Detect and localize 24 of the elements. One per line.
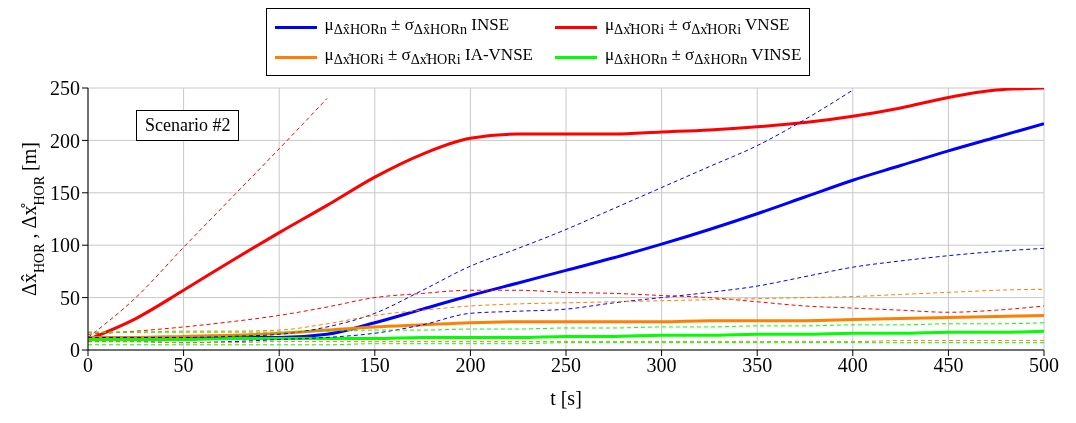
x-tick-label: 300 bbox=[646, 354, 677, 377]
line-series bbox=[88, 329, 1044, 342]
x-tick-label: 400 bbox=[837, 354, 868, 377]
x-tick-label: 450 bbox=[933, 354, 964, 377]
legend-label: μ$_{Δx̂HORn}$ ± σ$_{Δx̂HORn}$ INSE bbox=[324, 15, 510, 39]
x-axis-title: t [s] bbox=[550, 387, 582, 409]
y-tick-label: 250 bbox=[50, 77, 80, 100]
x-tick-label: 500 bbox=[1029, 354, 1059, 377]
annotation: Scenario #2 bbox=[136, 110, 240, 141]
line-series bbox=[88, 322, 1044, 333]
x-tick-label: 250 bbox=[551, 354, 581, 377]
y-tick-label: 50 bbox=[60, 286, 80, 309]
legend-label: μ$_{Δx̊HORi}$ ± σ$_{Δx̊HORi}$ VNSE bbox=[604, 15, 790, 39]
x-tick-label: 100 bbox=[264, 354, 295, 377]
x-tick-label: 350 bbox=[742, 354, 773, 377]
y-tick-label: 200 bbox=[50, 129, 80, 152]
x-tick-label: 50 bbox=[173, 354, 194, 377]
legend-label: μ$_{Δx̊HORi}$ ± σ$_{Δx̊HORi}$ IA-VNSE bbox=[324, 45, 533, 69]
y-tick-label: 150 bbox=[50, 181, 80, 204]
legend-label: μ$_{Δx̂HORn}$ ± σ$_{Δx̂HORn}$ VINSE bbox=[604, 45, 802, 69]
y-tick-label: 0 bbox=[70, 339, 80, 362]
y-tick-label: 100 bbox=[50, 234, 80, 257]
x-tick-label: 200 bbox=[455, 354, 486, 377]
x-tick-label: 150 bbox=[359, 354, 390, 377]
